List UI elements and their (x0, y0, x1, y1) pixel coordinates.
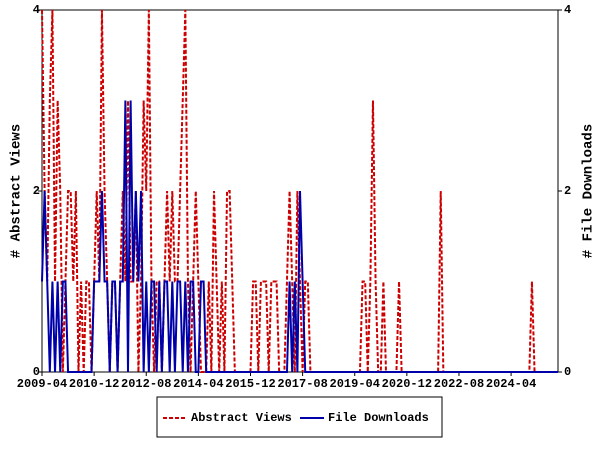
x-tick-label: 2020-12 (382, 377, 432, 391)
x-tick-label: 2015-12 (225, 377, 275, 391)
x-tick-label: 2024-04 (486, 377, 536, 391)
x-tick-label: 2017-08 (277, 377, 327, 391)
y2-axis-label: # File Downloads (581, 124, 597, 258)
y2-tick-label: 0 (564, 365, 571, 379)
x-tick-label: 2022-08 (434, 377, 484, 391)
legend (156, 396, 443, 438)
y-axis-label: # Abstract Views (9, 124, 25, 258)
y2-tick-label: 2 (564, 184, 571, 198)
legend-label: File Downloads (328, 411, 429, 425)
y-tick-label: 2 (33, 184, 40, 198)
x-tick-label: 2019-04 (330, 377, 380, 391)
y-tick-label: 4 (33, 3, 40, 17)
y-tick-label: 0 (33, 365, 40, 379)
x-tick-label: 2009-04 (17, 377, 67, 391)
x-tick-label: 2010-12 (69, 377, 119, 391)
x-tick-label: 2012-08 (121, 377, 171, 391)
y2-tick-label: 4 (564, 3, 571, 17)
x-tick-label: 2014-04 (173, 377, 223, 391)
legend-label: Abstract Views (191, 411, 292, 425)
series-line (41, 100, 558, 373)
